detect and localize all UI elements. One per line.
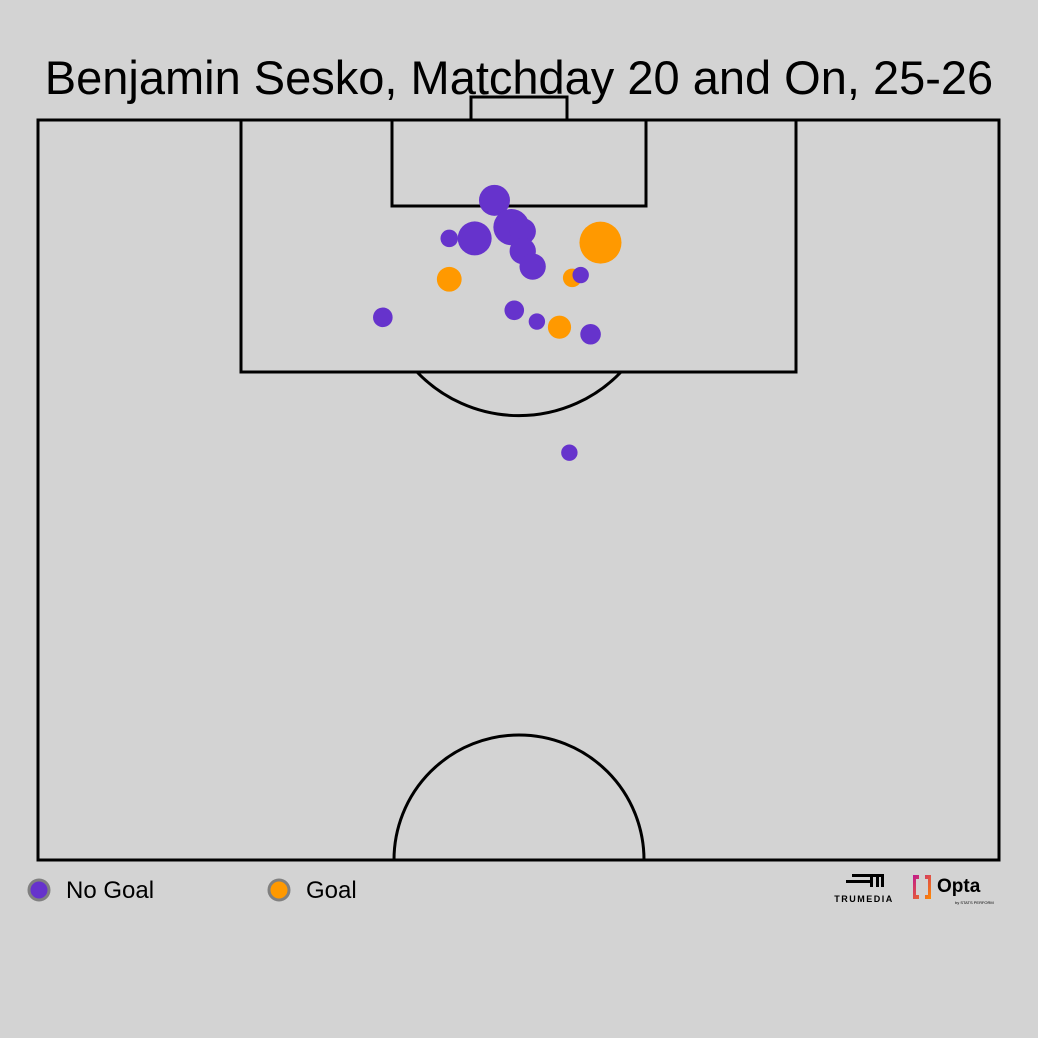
pitch-lines	[36, 95, 1001, 862]
shot-marker-no-goal	[561, 444, 578, 461]
goal	[469, 95, 569, 122]
opta-subtitle: by STATS PERFORM	[955, 900, 994, 905]
shots-layer	[373, 184, 622, 461]
legend-marker-no-goal	[27, 878, 51, 902]
six-yard-box	[390, 118, 648, 208]
shot-marker-goal	[579, 221, 622, 264]
shot-marker-no-goal	[440, 229, 459, 248]
shot-marker-no-goal	[478, 184, 510, 216]
center-circle	[392, 733, 646, 861]
legend-label-no-goal: No Goal	[66, 877, 155, 904]
chart-title: Benjamin Sesko, Matchday 20 and On, 25-2…	[44, 51, 994, 104]
shot-marker-goal	[436, 266, 462, 292]
trumedia-logo: TRUMEDIA	[834, 874, 894, 904]
opta-wordmark: Opta	[937, 876, 981, 897]
legend	[27, 878, 291, 902]
legend-marker-goal	[267, 878, 291, 902]
shot-marker-no-goal	[580, 323, 601, 345]
penalty-arc	[415, 370, 623, 418]
trumedia-wordmark: TRUMEDIA	[834, 894, 894, 904]
shot-marker-no-goal	[572, 266, 589, 284]
shot-marker-no-goal	[373, 307, 393, 328]
legend-label-goal: Goal	[306, 877, 357, 904]
shot-marker-no-goal	[528, 313, 546, 330]
shot-marker-no-goal	[504, 300, 525, 321]
shot-marker-no-goal	[519, 253, 546, 280]
shot-marker-goal	[547, 315, 572, 339]
opta-logo: Opta by STATS PERFORM	[913, 875, 994, 905]
shot-marker-no-goal	[457, 221, 492, 256]
shot-marker-no-goal	[509, 218, 536, 245]
